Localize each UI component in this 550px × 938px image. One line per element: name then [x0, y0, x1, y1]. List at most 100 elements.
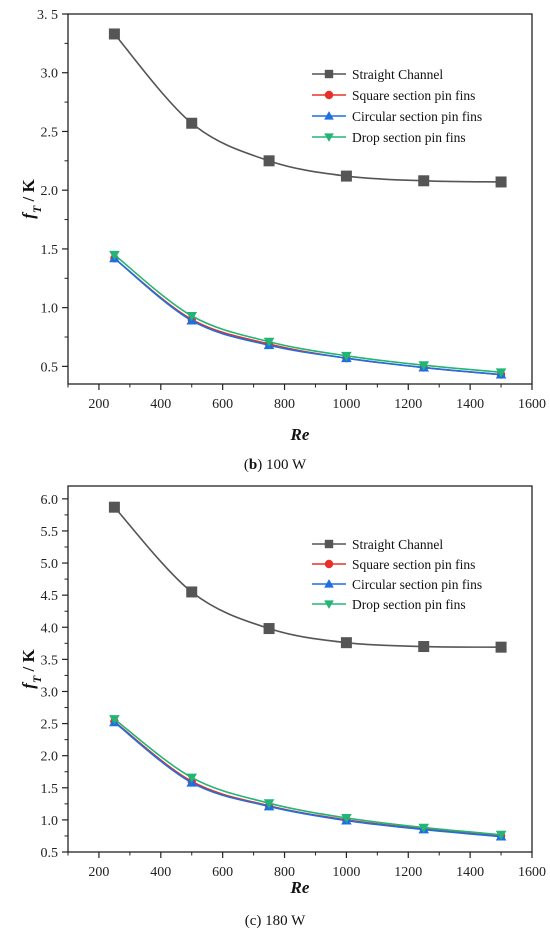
series-circular-section-pin-fins [109, 253, 507, 379]
x-tick-label: 600 [212, 397, 233, 412]
figure-caption: (c) 180 W [245, 913, 306, 929]
x-tick-label: 800 [274, 865, 295, 880]
legend-label: Drop section pin fins [352, 130, 466, 145]
caption-letter: b [249, 457, 257, 473]
series-line [113, 718, 502, 836]
data-point [263, 337, 275, 348]
y-tick-label: 6.0 [41, 493, 59, 508]
series-line [113, 721, 502, 838]
data-point [495, 830, 507, 840]
x-tick-label: 1600 [518, 865, 546, 880]
series-line [113, 257, 502, 376]
y-axis-label-unit: / K [19, 178, 38, 205]
data-point [495, 641, 507, 653]
series-line [113, 257, 502, 376]
data-point [263, 155, 275, 167]
y-axis-label-subscript: T [30, 675, 44, 683]
series-line [113, 254, 502, 374]
data-point [263, 623, 275, 635]
series-circular-section-pin-fins [109, 717, 507, 841]
data-point [186, 311, 198, 322]
legend-label: Circular section pin fins [352, 109, 482, 124]
data-point [418, 361, 430, 371]
x-tick-label: 1400 [456, 397, 484, 412]
y-axis-label-symbol: f [19, 211, 38, 219]
legend-label: Straight Channel [352, 537, 443, 552]
data-point [418, 175, 430, 187]
series-straight-channel [108, 28, 507, 188]
legend-marker [324, 579, 334, 588]
data-point [263, 799, 275, 809]
series-straight-channel [108, 501, 507, 653]
y-axis-label: fT / K [19, 648, 44, 688]
legend-marker [324, 133, 334, 142]
y-tick-label: 1.0 [41, 814, 59, 829]
y-tick-label: 3.0 [41, 685, 59, 700]
y-axis-label-subscript: T [30, 205, 44, 213]
y-tick-label: 2.5 [41, 125, 59, 140]
legend-marker [324, 539, 334, 549]
y-axis-label-unit: / K [19, 648, 38, 675]
data-point [186, 586, 198, 598]
caption-open: ( [244, 457, 249, 473]
series-drop-section-pin-fins [109, 250, 507, 378]
data-point [109, 715, 120, 725]
legend-marker [324, 69, 334, 79]
y-tick-label: 3.5 [41, 653, 59, 668]
series-line [113, 33, 502, 183]
x-tick-label: 200 [88, 397, 109, 412]
figure-caption: (b) 100 W [244, 457, 307, 473]
x-axis-label: Re [290, 878, 310, 897]
data-point [418, 641, 430, 653]
x-tick-label: 1600 [518, 397, 546, 412]
y-tick-label: 2.0 [41, 184, 59, 199]
legend-label: Square section pin fins [352, 88, 475, 103]
x-tick-label: 600 [212, 865, 233, 880]
y-tick-label: 3.0 [41, 67, 59, 82]
x-tick-label: 1400 [456, 865, 484, 880]
legend-label: Straight Channel [352, 67, 443, 82]
data-point [186, 773, 198, 783]
legend-label: Drop section pin fins [352, 597, 466, 612]
chart-panel-b: 200 400 600 800 1000 1200 1400 1600 0.5 1.0 1.5 2.0… [19, 8, 546, 473]
y-tick-label: 4.5 [41, 589, 59, 604]
data-point [340, 637, 352, 649]
y-tick-label: 1.0 [41, 302, 59, 317]
legend: Straight Channel Square section pin fins C… [312, 537, 482, 612]
data-point [340, 170, 352, 182]
x-tick-label: 1000 [332, 397, 360, 412]
x-tick-label: 400 [150, 397, 171, 412]
data-point [108, 28, 120, 40]
chart-panel-c: 200 400 600 800 1000 1200 1400 1600 0.5 1.0 1.5 2.0… [19, 485, 546, 929]
y-tick-label: 3. 5 [37, 8, 58, 23]
series-line [113, 721, 502, 837]
legend-label: Circular section pin fins [352, 577, 482, 592]
y-tick-label: 1.5 [41, 243, 59, 258]
data-point [495, 368, 507, 378]
y-tick-label: 0.5 [41, 360, 59, 375]
x-axis-label: Re [290, 425, 310, 444]
x-tick-label: 200 [88, 865, 109, 880]
data-point [495, 176, 507, 188]
x-tick-label: 400 [150, 865, 171, 880]
data-point [109, 250, 120, 261]
x-tick-label: 1000 [332, 865, 360, 880]
y-tick-label: 2.5 [41, 718, 59, 733]
series-square-section-pin-fins [110, 254, 506, 379]
legend: Straight Channel Square section pin fins C… [312, 67, 482, 145]
x-tick-label: 1200 [394, 865, 422, 880]
y-axis-label: fT / K [19, 178, 44, 218]
y-tick-label: 5.5 [41, 525, 59, 540]
legend-marker [324, 90, 334, 100]
y-tick-label: 5.0 [41, 557, 59, 572]
caption-close: ) 100 W [257, 457, 307, 473]
data-point [418, 823, 430, 833]
plot-frame [67, 13, 533, 385]
legend-marker [324, 600, 334, 609]
data-point [108, 501, 120, 513]
data-point [186, 117, 198, 129]
y-tick-label: 1.5 [41, 782, 59, 797]
data-point [341, 351, 352, 362]
legend-marker [324, 559, 334, 569]
